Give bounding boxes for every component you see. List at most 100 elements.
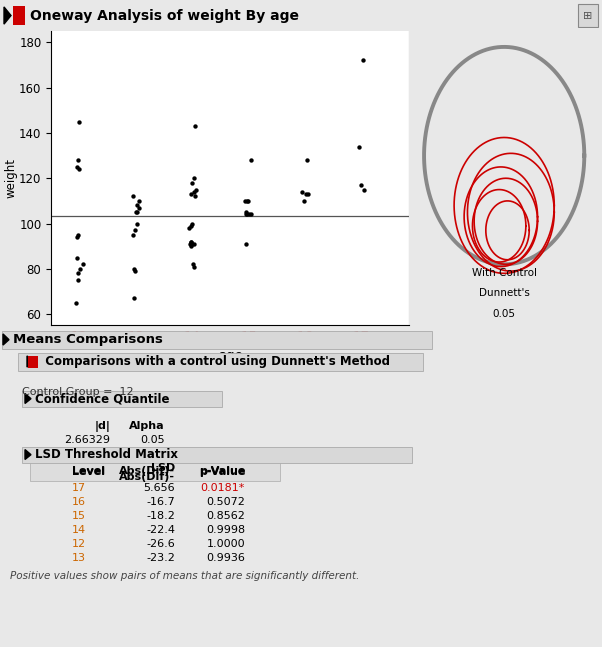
Text: -18.2: -18.2 (146, 510, 175, 521)
Text: p-Value: p-Value (199, 466, 245, 477)
Text: 0.0181*: 0.0181* (200, 483, 245, 492)
Text: With Control: With Control (472, 268, 536, 278)
Point (243, 210, 252, 220)
Polygon shape (25, 393, 31, 404)
Text: Level: Level (72, 466, 105, 477)
Point (356, 180, 366, 190)
Polygon shape (3, 334, 9, 345)
FancyBboxPatch shape (13, 6, 25, 25)
Polygon shape (25, 450, 31, 459)
Text: 14: 14 (72, 525, 86, 534)
Text: 1.0000: 1.0000 (206, 539, 245, 549)
Text: Control Group =  12: Control Group = 12 (22, 387, 134, 397)
Point (75, 264, 85, 274)
Text: 16: 16 (72, 497, 86, 507)
Point (134, 203, 144, 213)
Text: -23.2: -23.2 (146, 553, 175, 563)
FancyBboxPatch shape (18, 353, 423, 371)
Text: 17: 17 (72, 483, 86, 492)
Point (241, 207, 250, 217)
Text: 5.656: 5.656 (143, 483, 175, 492)
Polygon shape (27, 356, 33, 367)
Text: 2.66329: 2.66329 (64, 435, 110, 444)
FancyBboxPatch shape (30, 463, 280, 481)
Point (73, 230, 82, 240)
FancyBboxPatch shape (22, 391, 222, 407)
Text: Dunnett's: Dunnett's (479, 289, 530, 298)
Point (78, 259, 87, 270)
Point (189, 239, 199, 249)
Text: 12: 12 (72, 539, 86, 549)
Text: Oneway Analysis of weight By age: Oneway Analysis of weight By age (30, 8, 299, 23)
Point (130, 225, 140, 236)
Point (358, 56, 368, 66)
Point (75, 116, 84, 127)
Point (187, 221, 196, 231)
X-axis label: age: age (218, 349, 243, 362)
FancyBboxPatch shape (22, 446, 412, 463)
Point (299, 195, 309, 206)
Point (246, 155, 256, 166)
Point (355, 142, 364, 152)
Text: Alpha: Alpha (129, 421, 165, 431)
Point (132, 219, 142, 229)
Point (132, 201, 141, 211)
Point (186, 237, 196, 247)
Point (72, 232, 82, 243)
Point (130, 266, 140, 276)
Point (190, 192, 200, 202)
Point (187, 219, 196, 229)
Point (131, 207, 141, 217)
Point (185, 223, 194, 234)
Point (187, 237, 196, 247)
Text: 0.8562: 0.8562 (206, 510, 245, 521)
Text: Means Comparisons: Means Comparisons (13, 333, 163, 346)
Point (240, 195, 250, 206)
Point (191, 184, 200, 195)
Point (73, 275, 83, 285)
Point (72, 162, 82, 172)
Point (189, 261, 199, 272)
Text: 0.9936: 0.9936 (206, 553, 245, 563)
Point (301, 189, 311, 199)
Point (186, 189, 196, 199)
Text: Positive values show pairs of means that are significantly different.: Positive values show pairs of means that… (10, 571, 359, 580)
Point (297, 187, 307, 197)
Point (243, 195, 253, 206)
FancyBboxPatch shape (578, 5, 598, 27)
Text: 0.9998: 0.9998 (206, 525, 245, 534)
Text: Confidence Quantile: Confidence Quantile (35, 392, 170, 405)
Y-axis label: weight: weight (5, 159, 17, 198)
Point (128, 230, 138, 240)
Text: 0.05: 0.05 (492, 309, 516, 319)
Point (134, 195, 144, 206)
Point (187, 239, 196, 249)
Point (188, 259, 197, 270)
Text: LSD Threshold Matrix: LSD Threshold Matrix (35, 448, 178, 461)
Text: -26.6: -26.6 (146, 539, 175, 549)
Point (359, 184, 368, 195)
Text: ⊞: ⊞ (583, 10, 593, 21)
Text: 15: 15 (72, 510, 86, 521)
FancyBboxPatch shape (2, 331, 432, 349)
Text: Level: Level (72, 466, 105, 476)
Text: -16.7: -16.7 (146, 497, 175, 507)
Point (190, 187, 199, 197)
Point (73, 269, 82, 279)
Text: Abs(Dif)-: Abs(Dif)- (119, 466, 175, 476)
Point (129, 293, 138, 303)
Point (187, 239, 197, 249)
Polygon shape (4, 7, 11, 24)
Text: 0.05: 0.05 (140, 435, 165, 444)
FancyBboxPatch shape (28, 356, 38, 367)
Point (132, 207, 141, 217)
Point (241, 210, 251, 220)
Text: p-Value: p-Value (199, 466, 245, 476)
Point (186, 241, 196, 252)
Point (190, 121, 200, 131)
Point (187, 178, 196, 188)
Point (243, 195, 252, 206)
Point (73, 155, 82, 166)
Point (72, 252, 82, 263)
Text: |d|: |d| (94, 421, 110, 432)
